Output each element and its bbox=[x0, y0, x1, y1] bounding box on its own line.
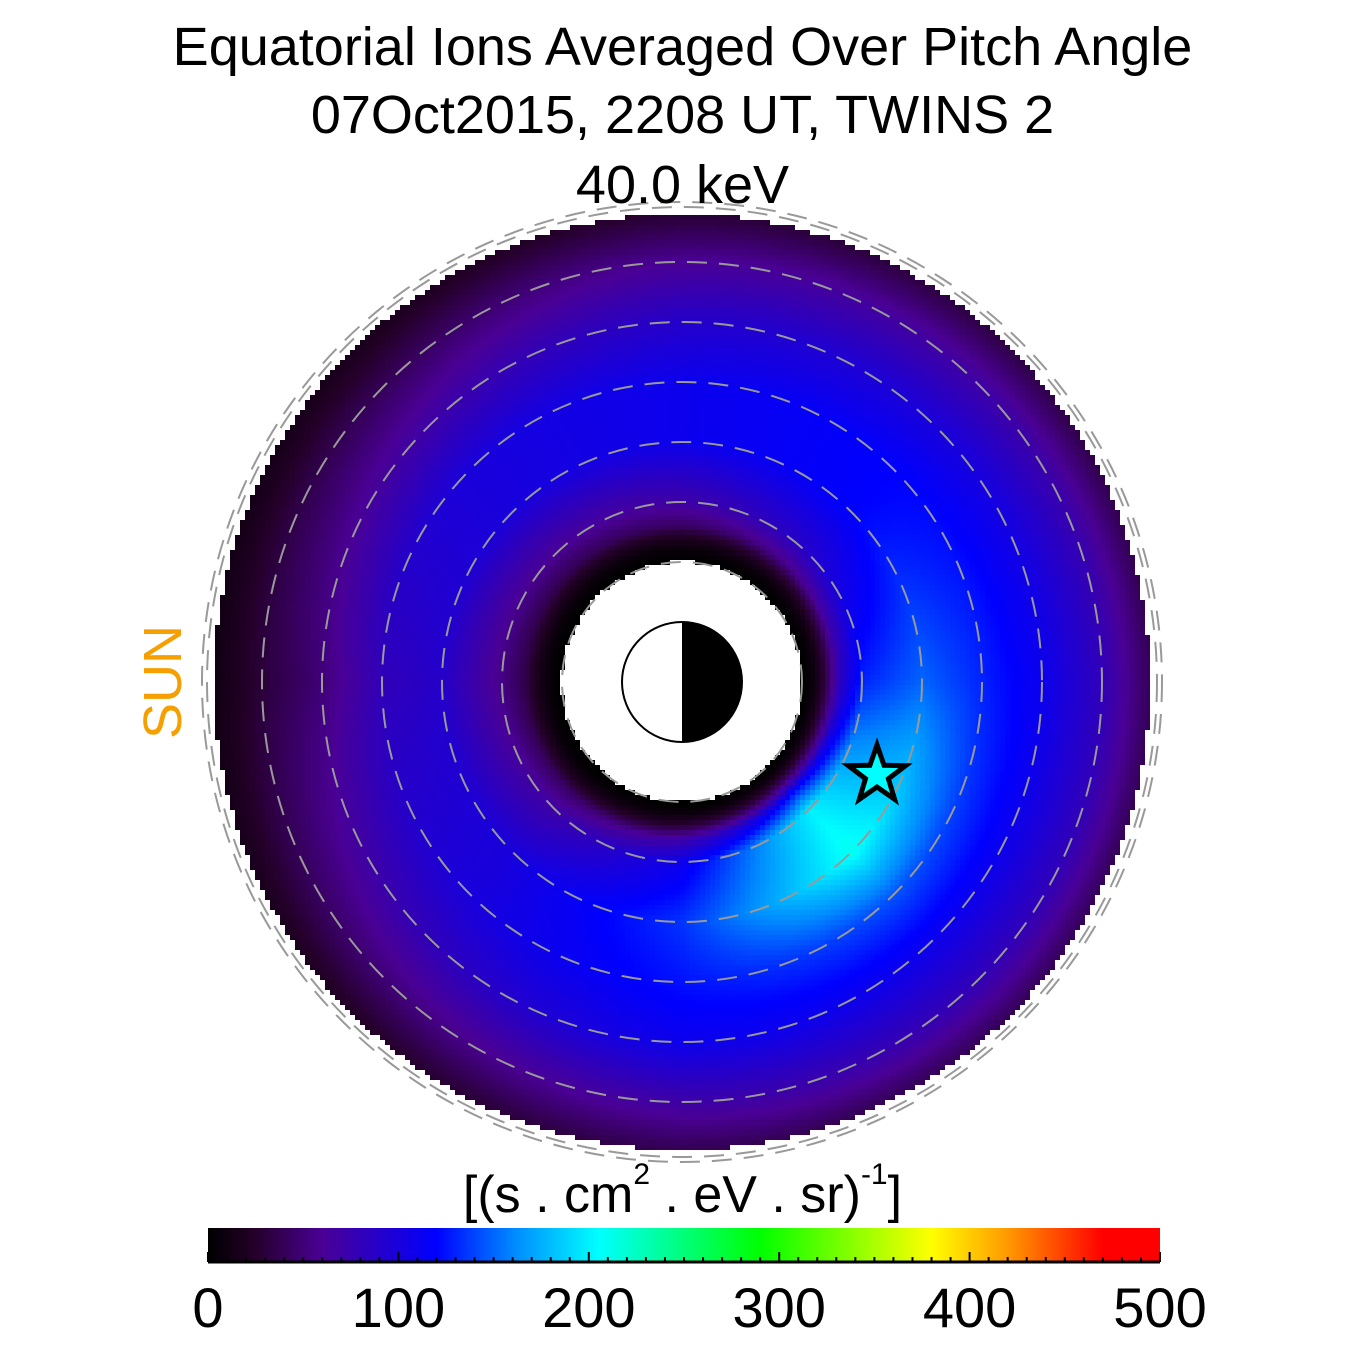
grid-circle-5re bbox=[381, 381, 983, 983]
grid-circle-2re bbox=[561, 561, 803, 803]
grid-circle-3re bbox=[501, 501, 863, 863]
title-line-3: 40.0 keV bbox=[575, 155, 790, 215]
colorbar-tick-label: 500 bbox=[1113, 1276, 1206, 1339]
colorbar-tick-label: 0 bbox=[192, 1276, 223, 1339]
units-prefix: [(s . cm bbox=[462, 1166, 634, 1224]
grid-circle-4re bbox=[441, 441, 923, 923]
grid-circle-7re bbox=[261, 261, 1103, 1103]
grid-circle-8re bbox=[201, 201, 1163, 1163]
colorbar-tick-label: 300 bbox=[732, 1276, 825, 1339]
colorbar-units-label: [(s . cm2 . eV . sr)-1] bbox=[0, 1158, 1365, 1225]
sun-direction-label: SUN bbox=[133, 624, 193, 740]
grid-circle-6re bbox=[321, 321, 1043, 1043]
outer-boundary-circle bbox=[206, 206, 1158, 1158]
colorbar-rect bbox=[208, 1228, 1160, 1262]
colorbar-tick-label: 400 bbox=[923, 1276, 1016, 1339]
units-middle: . eV . sr) bbox=[650, 1166, 861, 1224]
units-suffix: ] bbox=[887, 1166, 903, 1224]
star-marker-icon bbox=[841, 737, 913, 806]
colorbar-tick-label: 100 bbox=[352, 1276, 445, 1339]
title-line-1: Equatorial Ions Averaged Over Pitch Angl… bbox=[172, 17, 1193, 77]
units-sup-1: 2 bbox=[633, 1158, 651, 1191]
title-line-2: 07Oct2015, 2208 UT, TWINS 2 bbox=[310, 85, 1055, 145]
earth-icon bbox=[621, 621, 743, 743]
colorbar-tick-label: 200 bbox=[542, 1276, 635, 1339]
earth-nightside bbox=[682, 622, 742, 742]
units-sup-2: -1 bbox=[860, 1158, 888, 1191]
